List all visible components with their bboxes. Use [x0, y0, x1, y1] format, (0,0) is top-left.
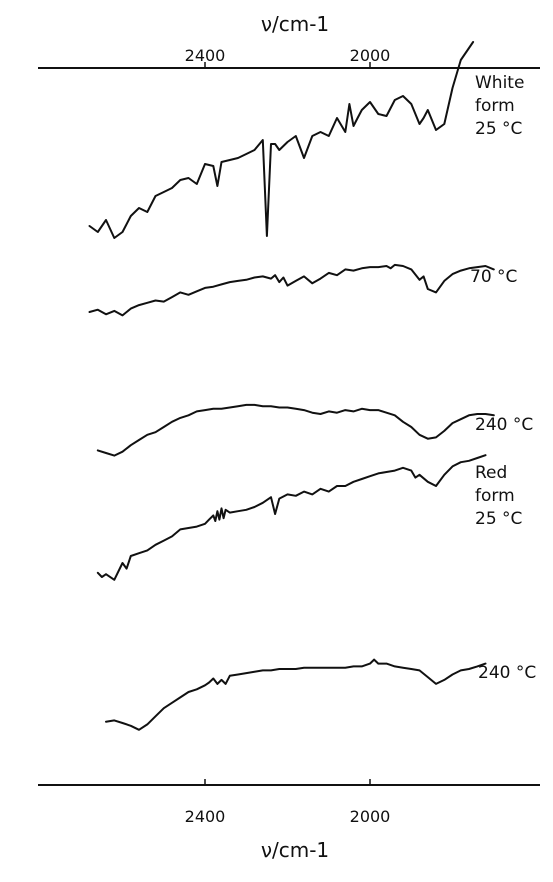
series-label-1-line-3: 25 °C [475, 119, 522, 139]
series-line-1 [88, 41, 475, 239]
series-line-2 [88, 263, 495, 317]
series-line-5 [105, 658, 487, 731]
top-tick-label-2000: 2000 [350, 46, 391, 65]
bottom-tick-label-2400: 2400 [185, 807, 226, 826]
bottom-axis-title: ν/cm-1 [261, 838, 329, 862]
series-line-4 [96, 454, 487, 581]
series-label-4-line-1: Red [475, 463, 507, 483]
series-line-3 [96, 403, 495, 457]
series-label-3-line-1: 240 °C [475, 415, 533, 435]
series-label-4-line-2: form [475, 486, 515, 506]
series-label-4-line-3: 25 °C [475, 509, 522, 529]
series-label-1-line-1: White [475, 73, 524, 93]
top-axis-title: ν/cm-1 [261, 12, 329, 36]
series-label-1-line-2: form [475, 96, 515, 116]
top-tick-label-2400: 2400 [185, 46, 226, 65]
bottom-tick-label-2000: 2000 [350, 807, 391, 826]
series-label-5-line-1: 240 °C [478, 663, 536, 683]
series-label-2-line-1: 70 °C [470, 267, 517, 287]
